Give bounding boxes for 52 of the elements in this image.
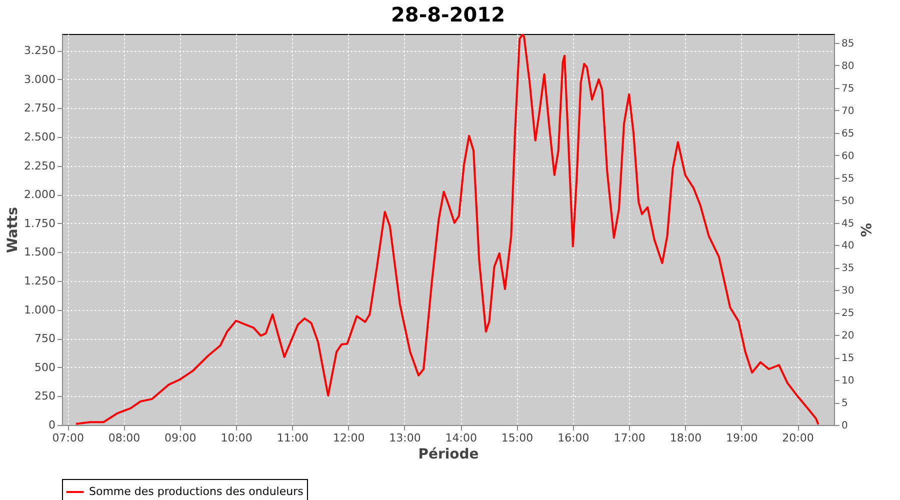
y2-tick-label: 80: [842, 60, 854, 72]
y-tick-label: 1.750: [24, 216, 56, 230]
y-tick-label: 3.250: [24, 44, 56, 58]
y-tick-label: 500: [34, 360, 56, 374]
line-series: [75, 34, 820, 425]
x-tick-label: 12:00: [332, 432, 365, 444]
x-tick-label: 20:00: [782, 432, 814, 444]
y2-tick-label: 70: [842, 106, 854, 117]
y2-tick-label: 60: [842, 150, 854, 162]
y-tick-label: 1.500: [24, 246, 56, 259]
y-tick-label: 3.000: [24, 72, 56, 86]
chart-title: 28-8-2012: [390, 2, 506, 26]
y-axis-title: Watts: [5, 206, 22, 254]
x-axis-title: Période: [418, 446, 479, 462]
x-tick-label: 14:00: [445, 432, 477, 444]
y-tick-label: 2.000: [24, 188, 56, 202]
x-tick-label: 17:00: [614, 432, 646, 444]
y-tick-label: 0: [48, 418, 56, 432]
y2-tick-label: 10: [842, 376, 854, 387]
y-tick-label: 2.500: [24, 130, 56, 144]
x-tick-label: 19:00: [726, 432, 758, 444]
y2-tick-label: 55: [842, 173, 854, 184]
y2-tick-label: 5: [842, 398, 848, 410]
x-tick-label: 18:00: [670, 432, 702, 444]
x-tick-label: 10:00: [220, 432, 252, 444]
x-tick-label: 16:00: [558, 432, 590, 444]
y2-tick-label: 45: [842, 218, 854, 230]
y-tick-label: 750: [34, 332, 56, 346]
x-tick-label: 07:00: [52, 432, 84, 444]
y2-tick-label: 30: [842, 286, 854, 297]
y2-axis-title: %: [857, 222, 874, 238]
x-tick-label: 08:00: [108, 432, 140, 444]
legend-label: Somme des productions des onduleurs: [89, 485, 304, 498]
y2-tick-label: 35: [842, 263, 854, 274]
y-tick-label: 250: [34, 390, 56, 403]
y2-tick-label: 75: [842, 83, 854, 94]
y2-tick-label: 50: [842, 196, 854, 207]
y2-tick-label: 15: [842, 353, 854, 364]
x-tick-label: 13:00: [389, 432, 421, 444]
y2-tick-label: 20: [842, 330, 854, 342]
y2-tick-label: 40: [842, 240, 854, 252]
y-tick-label: 1.000: [24, 303, 56, 316]
y2-tick-label: 65: [842, 128, 854, 140]
y2-tick-label: 0: [842, 420, 848, 432]
y2-tick-label: 25: [842, 308, 854, 320]
y-tick-label: 2.750: [24, 102, 56, 115]
y-tick-label: 2.250: [24, 159, 56, 172]
x-tick-label: 11:00: [276, 432, 309, 444]
y-tick-label: 1.250: [24, 274, 56, 288]
y2-tick-label: 85: [842, 38, 854, 50]
x-tick-label: 09:00: [164, 432, 196, 444]
x-tick-label: 15:00: [501, 432, 534, 444]
